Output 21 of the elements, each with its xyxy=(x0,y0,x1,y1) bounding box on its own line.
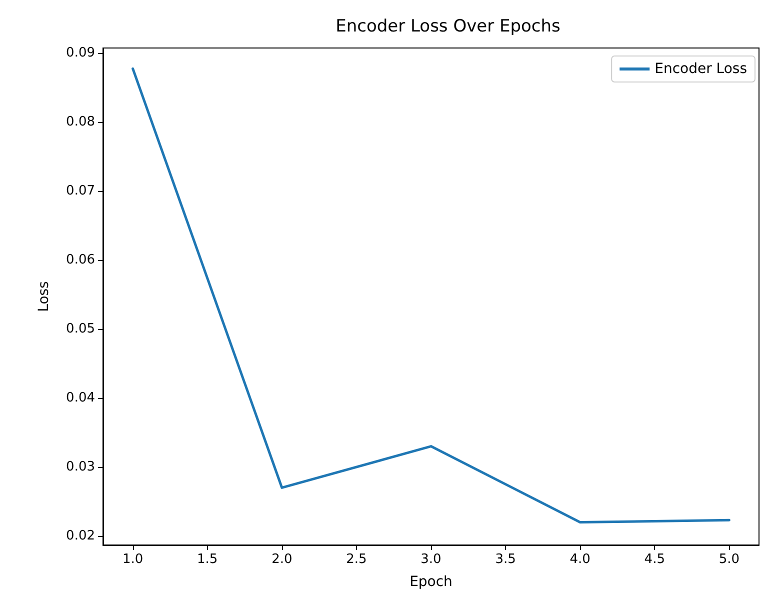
x-axis-title: Epoch xyxy=(410,574,452,590)
x-tick-label: 3.0 xyxy=(420,552,442,567)
y-tick-label: 0.03 xyxy=(66,460,95,474)
y-axis-title: Loss xyxy=(36,281,52,312)
y-tick-label: 0.09 xyxy=(66,45,95,60)
y-tick-label: 0.08 xyxy=(66,114,95,130)
y-tick-label: 0.07 xyxy=(66,183,95,198)
chart-title: Encoder Loss Over Epochs xyxy=(336,16,561,36)
y-tick-label: 0.02 xyxy=(66,528,95,544)
y-tick-label: 0.05 xyxy=(66,321,95,336)
x-tick-label: 4.5 xyxy=(644,552,665,567)
x-tick-label: 2.5 xyxy=(346,552,367,567)
x-tick-label: 5.0 xyxy=(718,552,740,567)
x-tick-label: 2.0 xyxy=(272,552,292,567)
x-tick-label: 1.5 xyxy=(197,552,218,567)
x-tick-label: 3.5 xyxy=(495,552,516,567)
x-tick-label: 4.0 xyxy=(570,552,590,567)
y-tick-label: 0.04 xyxy=(66,390,95,406)
y-tick-label: 0.06 xyxy=(66,252,95,268)
x-tick-label: 1.0 xyxy=(122,552,144,567)
legend-label: Encoder Loss xyxy=(654,61,748,77)
